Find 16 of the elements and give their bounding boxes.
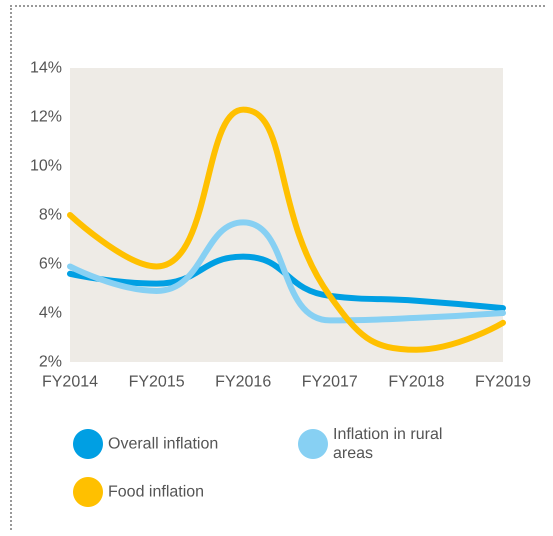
y-tick-label: 2% [38,354,62,370]
legend-label: Food inflation [108,484,204,500]
x-tick-label: FY2014 [42,374,98,390]
legend-label: Overall inflation [108,436,218,452]
y-tick-label: 10% [30,158,62,174]
x-tick-label: FY2019 [474,374,532,390]
legend-label: Inflation in rural areas [333,426,447,462]
y-tick-label: 4% [38,304,62,322]
y-tick-label: 14% [30,60,62,76]
y-tick-label: 6% [38,256,62,272]
y-tick-label: 12% [30,108,62,126]
x-tick-label: FY2018 [388,374,445,390]
x-tick-label: FY2016 [215,374,272,390]
x-tick-label: FY2017 [302,374,358,390]
y-tick-label: 8% [38,206,62,224]
x-tick-label: FY2015 [128,374,185,390]
